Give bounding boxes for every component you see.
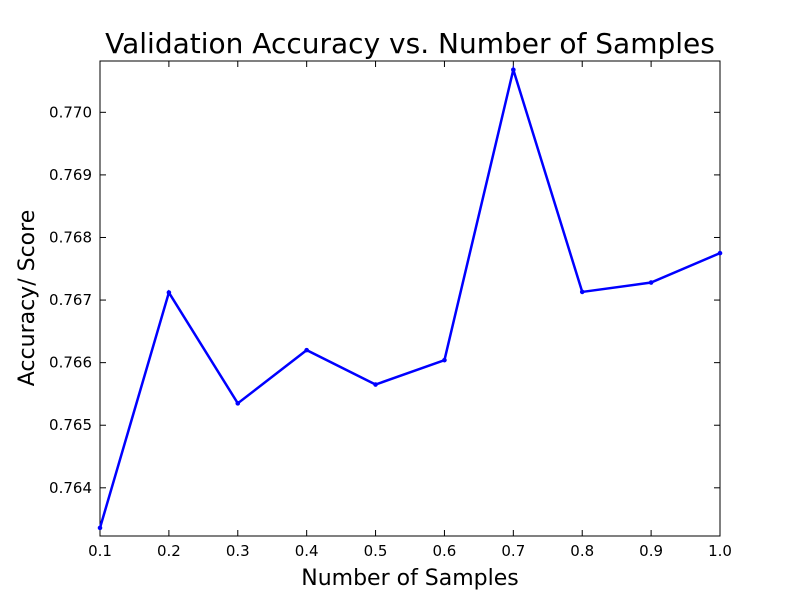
data-point xyxy=(579,289,585,295)
y-tick-label: 0.765 xyxy=(49,416,92,434)
x-tick-label: 0.2 xyxy=(157,542,181,560)
y-tick-label: 0.770 xyxy=(49,103,92,121)
chart-title: Validation Accuracy vs. Number of Sample… xyxy=(105,27,715,60)
data-point xyxy=(373,382,378,387)
y-tick-label: 0.764 xyxy=(49,479,92,497)
x-tick-label: 0.6 xyxy=(433,542,457,560)
x-tick-label: 1.0 xyxy=(708,542,732,560)
data-point xyxy=(442,357,447,363)
plot-frame xyxy=(99,60,721,537)
series-line xyxy=(98,65,721,529)
x-tick-label: 0.7 xyxy=(501,542,525,560)
x-axis-label: Number of Samples xyxy=(301,566,519,591)
data-point xyxy=(235,401,241,406)
y-axis-label: Accuracy/ Score xyxy=(15,210,40,386)
x-tick-label: 0.8 xyxy=(570,542,594,560)
y-tick-label: 0.767 xyxy=(49,291,92,309)
data-point xyxy=(717,250,723,256)
x-tick-label: 0.4 xyxy=(295,542,319,560)
data-point xyxy=(511,67,516,73)
data-point xyxy=(648,280,654,285)
data-point xyxy=(97,525,103,531)
plot-area: 0.1 0.2 0.3 0.4 0.5 0.6 0.7 0.8 0.9 1.0 0.764 0.765… xyxy=(49,60,732,560)
y-tick-label: 0.769 xyxy=(49,166,92,184)
y-tick-label: 0.766 xyxy=(49,354,92,372)
x-tick-label: 0.3 xyxy=(226,542,250,560)
data-point xyxy=(304,347,309,353)
x-tick-label: 0.1 xyxy=(88,542,112,560)
x-tick-label: 0.9 xyxy=(639,542,663,560)
x-tick-label: 0.5 xyxy=(364,542,388,560)
data-point xyxy=(166,290,172,295)
y-tick-label: 0.768 xyxy=(49,228,92,246)
